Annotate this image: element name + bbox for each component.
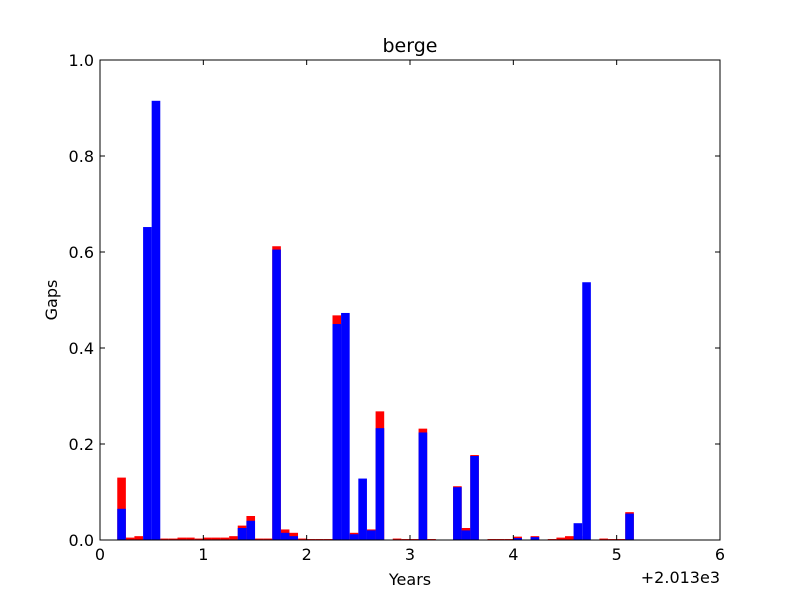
x-tick-label: 1 [198, 545, 208, 564]
red-bar [160, 538, 169, 540]
blue-bar [151, 100, 161, 541]
blue-bar [143, 227, 152, 541]
plot-frame [99, 59, 721, 541]
y-tick-label: 0.4 [69, 339, 94, 358]
red-bar [599, 538, 609, 540]
x-tick-label: 2 [302, 545, 312, 564]
blue-bar [341, 312, 350, 540]
blue-bar [470, 456, 479, 540]
red-bar [134, 536, 144, 540]
red-bar [211, 537, 221, 540]
blue-bar [332, 324, 342, 540]
blue-bar [237, 528, 247, 540]
blue-bar [280, 532, 290, 540]
y-tick-label: 0.0 [69, 531, 94, 550]
blue-bar [453, 487, 462, 540]
x-tick-label: 4 [508, 545, 518, 564]
red-bar [298, 538, 307, 540]
red-bar [186, 537, 195, 540]
red-bar [125, 537, 135, 540]
blue-bar [461, 530, 471, 540]
ticks-group: 0 1 2 3 4 5 6 0.0 0.2 0.4 0.6 0.8 1.0 [69, 51, 726, 564]
blue-bar [513, 538, 522, 540]
blue-bar [573, 523, 583, 540]
red-bar [565, 536, 574, 540]
y-axis-label: Gaps [42, 280, 61, 321]
x-axis-label: Years [388, 570, 431, 589]
x-tick-label: 3 [405, 545, 415, 564]
red-bar [229, 536, 238, 540]
blue-bar [625, 513, 634, 540]
red-bar [203, 537, 212, 540]
blue-bar [289, 536, 299, 540]
blue-bar [358, 478, 367, 540]
blue-bar [117, 508, 126, 540]
bars-group [117, 100, 634, 541]
y-tick-label: 0.6 [69, 243, 94, 262]
blue-bar [272, 249, 281, 540]
blue-bar [530, 537, 540, 540]
red-bar [194, 538, 204, 540]
red-bar [556, 537, 566, 540]
red-bar [168, 538, 178, 540]
x-tick-label: 0 [95, 545, 105, 564]
x-offset-label: +2.013e3 [641, 568, 720, 587]
blue-bar [349, 534, 359, 540]
chart-title: berge [383, 35, 438, 57]
red-bar [263, 538, 273, 540]
red-bar [392, 538, 402, 540]
y-tick-label: 1.0 [69, 51, 94, 70]
blue-bar [418, 432, 428, 540]
red-bar [177, 537, 187, 540]
blue-bar [375, 428, 385, 540]
y-tick-label: 0.2 [69, 435, 94, 454]
red-bar [255, 538, 264, 540]
y-tick-label: 0.8 [69, 147, 94, 166]
blue-bar [366, 530, 376, 540]
blue-bar [582, 282, 591, 540]
red-bar [220, 537, 230, 540]
blue-bar [246, 520, 256, 540]
x-tick-label: 6 [715, 545, 725, 564]
x-tick-label: 5 [612, 545, 622, 564]
